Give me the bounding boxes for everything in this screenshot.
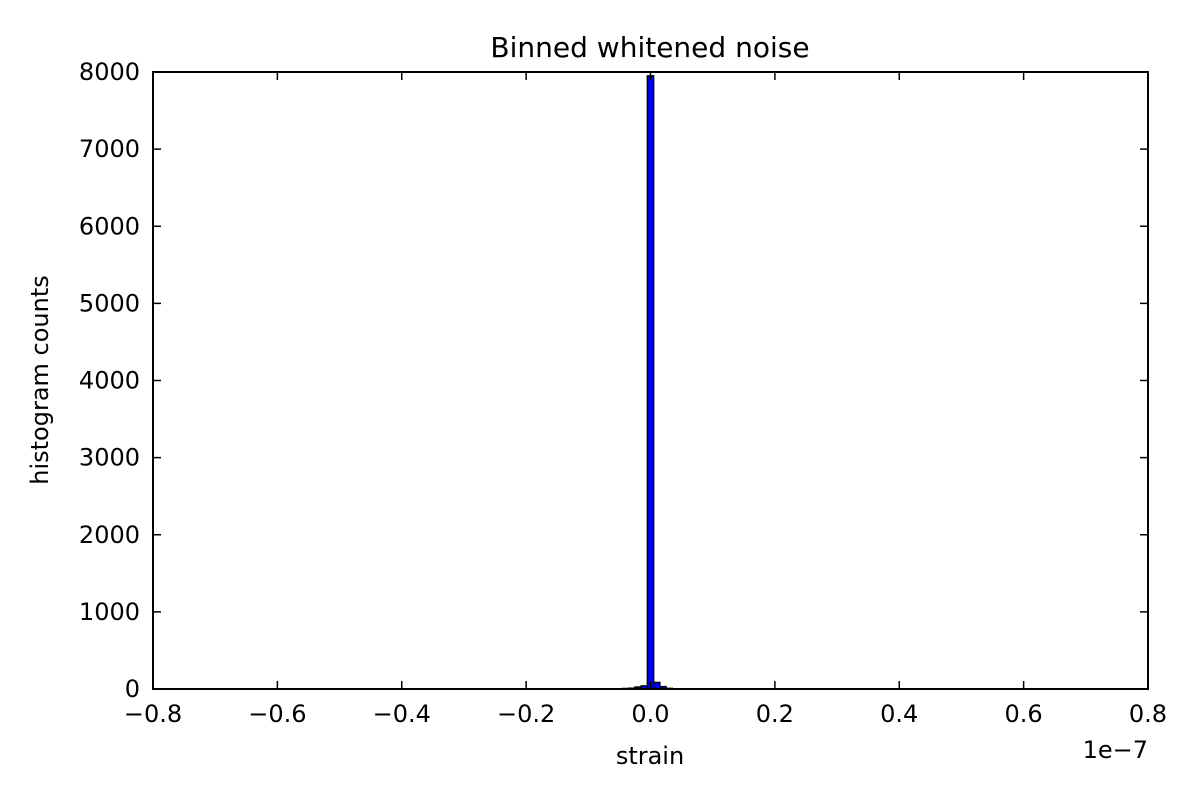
x-scale-label: 1e−7	[1083, 736, 1148, 764]
y-tick-label: 2000	[79, 521, 140, 549]
y-tick-label: 7000	[79, 135, 140, 163]
y-tick-labels: 0 1000 2000 3000 4000 5000 6000 7000 8000	[79, 58, 140, 703]
y-tick-label: 1000	[79, 598, 140, 626]
y-tick-label: 6000	[79, 212, 140, 240]
x-tick-label: −0.6	[248, 700, 306, 728]
x-tick-label: −0.8	[124, 700, 182, 728]
x-tick-label: 0.4	[880, 700, 918, 728]
bars-layer	[621, 75, 674, 690]
x-tick-label: −0.4	[373, 700, 431, 728]
y-tick-label: 4000	[79, 367, 140, 395]
x-tick-label: 0.2	[756, 700, 794, 728]
plot-frame	[152, 71, 1149, 690]
x-tick-label: −0.2	[497, 700, 555, 728]
x-axis-label: strain	[616, 742, 684, 770]
x-tick-labels: −0.8 −0.6 −0.4 −0.2 0.0 0.2 0.4 0.6 0.8	[124, 700, 1167, 728]
y-tick-label: 0	[125, 675, 140, 703]
x-tick-label: 0.0	[631, 700, 669, 728]
x-tick-label: 0.6	[1005, 700, 1043, 728]
y-tick-label: 8000	[79, 58, 140, 86]
y-tick-label: 3000	[79, 444, 140, 472]
y-axis-label: histogram counts	[26, 275, 54, 485]
y-tick-label: 5000	[79, 289, 140, 317]
x-tick-label: 0.8	[1129, 700, 1167, 728]
chart-title: Binned whitened noise	[490, 31, 809, 64]
histogram-bar	[646, 75, 655, 690]
